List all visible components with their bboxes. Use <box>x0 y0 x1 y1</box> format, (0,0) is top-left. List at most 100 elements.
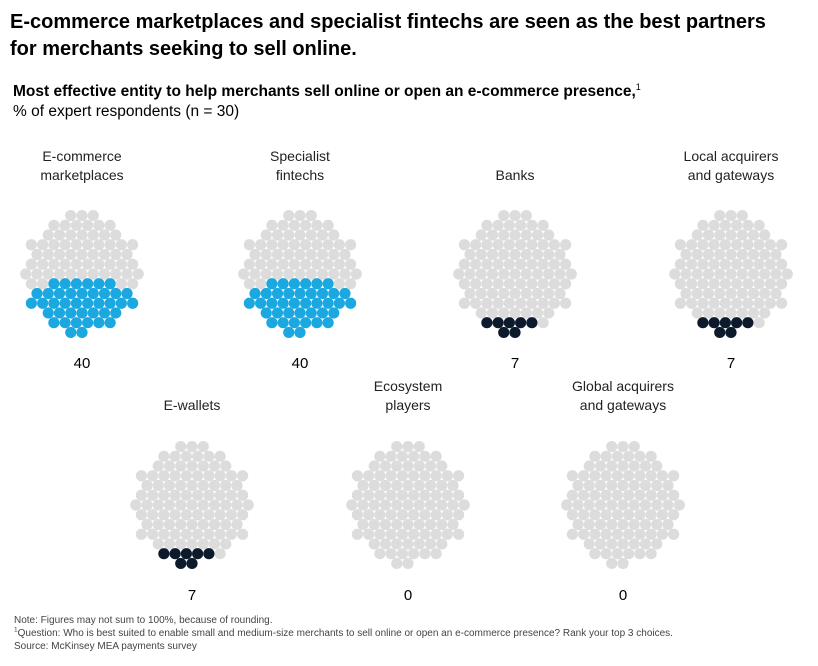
dot-empty <box>436 538 448 550</box>
dot-empty <box>583 460 595 472</box>
dot-empty <box>132 268 144 280</box>
dot-empty <box>606 538 618 550</box>
dot-empty <box>98 248 111 261</box>
dot-highlighted <box>42 307 54 319</box>
dot-empty <box>408 470 420 482</box>
dot-empty <box>611 548 623 560</box>
dot-empty <box>214 509 226 521</box>
dot-highlighted <box>503 317 515 329</box>
dot-empty <box>623 528 635 540</box>
dot-highlighted <box>98 307 111 319</box>
dot-highlighted <box>509 326 521 339</box>
dot-highlighted <box>328 307 340 319</box>
dot-highlighted <box>322 317 334 329</box>
dot-empty <box>180 489 192 501</box>
dot-highlighted <box>492 317 504 329</box>
dot-empty <box>413 440 425 453</box>
dot-highlighted <box>93 317 105 329</box>
dot-circle-2 <box>238 209 362 339</box>
dot-empty <box>237 470 249 482</box>
dot-empty <box>350 268 362 280</box>
dot-empty <box>379 479 392 492</box>
dot-highlighted <box>300 297 312 309</box>
dot-empty <box>328 248 340 261</box>
dot-empty <box>208 460 221 472</box>
dot-empty <box>634 489 646 501</box>
dot-empty <box>436 460 448 472</box>
dot-empty <box>37 278 49 290</box>
dot-empty <box>458 499 470 511</box>
dot-empty <box>628 440 640 453</box>
dot-empty <box>526 297 538 309</box>
dot-empty <box>464 268 476 280</box>
dot-empty <box>214 548 226 560</box>
dot-empty <box>169 528 181 540</box>
value-label-1: 40 <box>73 355 91 372</box>
dot-empty <box>572 479 584 492</box>
dot-highlighted <box>186 557 198 570</box>
dot-empty <box>294 248 306 261</box>
dot-empty <box>243 258 255 270</box>
dot-empty <box>53 229 66 241</box>
dot-highlighted <box>25 297 37 309</box>
category-label-6: Ecosystem players <box>323 377 493 415</box>
category-label-3: Banks <box>430 166 600 185</box>
dot-highlighted <box>53 287 66 300</box>
dot-highlighted <box>31 287 43 300</box>
dot-empty <box>346 499 358 511</box>
dot-empty <box>135 470 147 482</box>
dot-highlighted <box>305 287 317 300</box>
dot-empty <box>419 548 431 560</box>
dot-empty <box>76 229 88 241</box>
dot-empty <box>169 470 181 482</box>
dot-empty <box>776 278 788 290</box>
dot-empty <box>697 219 709 231</box>
dot-empty <box>110 229 122 241</box>
dot-highlighted <box>192 548 204 560</box>
dot-empty <box>277 239 289 251</box>
dot-empty <box>175 479 187 492</box>
dot-empty <box>475 248 487 261</box>
dot-empty <box>419 528 431 540</box>
dot-empty <box>531 248 544 261</box>
dot-highlighted <box>82 317 94 329</box>
dot-empty <box>736 307 748 319</box>
dot-empty <box>214 489 226 501</box>
dot-empty <box>441 489 453 501</box>
dot-highlighted <box>515 317 527 329</box>
dot-empty <box>288 258 300 270</box>
dot-empty <box>742 239 754 251</box>
dot-empty <box>363 470 375 482</box>
dot-empty <box>617 499 629 511</box>
dot-empty <box>617 538 629 550</box>
dot-empty <box>600 548 612 560</box>
dot-empty <box>379 499 392 511</box>
dot-empty <box>702 268 715 280</box>
dot-empty <box>673 499 685 511</box>
dot-empty <box>583 479 595 492</box>
dot-empty <box>413 479 425 492</box>
dot-empty <box>300 258 312 270</box>
dot-empty <box>396 548 408 560</box>
dot-empty <box>402 479 414 492</box>
dot-empty <box>260 268 272 280</box>
category-label-line: E-commerce <box>42 148 122 164</box>
dot-empty <box>617 460 629 472</box>
dot-empty <box>565 268 577 280</box>
dot-empty <box>589 528 601 540</box>
dot-empty <box>645 450 657 462</box>
dot-empty <box>651 518 663 531</box>
chart-title: E-commerce marketplaces and specialist f… <box>10 11 766 60</box>
dot-empty <box>669 268 681 280</box>
dot-empty <box>214 450 226 462</box>
dot-empty <box>368 499 380 511</box>
dot-empty <box>770 268 782 280</box>
dot-empty <box>249 248 261 261</box>
dot-empty <box>305 268 317 280</box>
dot-highlighted <box>277 317 289 329</box>
dot-empty <box>537 219 549 231</box>
dot-empty <box>82 219 94 231</box>
dot-highlighted <box>266 317 278 329</box>
dot-highlighted <box>48 278 60 290</box>
dot-empty <box>753 297 765 309</box>
